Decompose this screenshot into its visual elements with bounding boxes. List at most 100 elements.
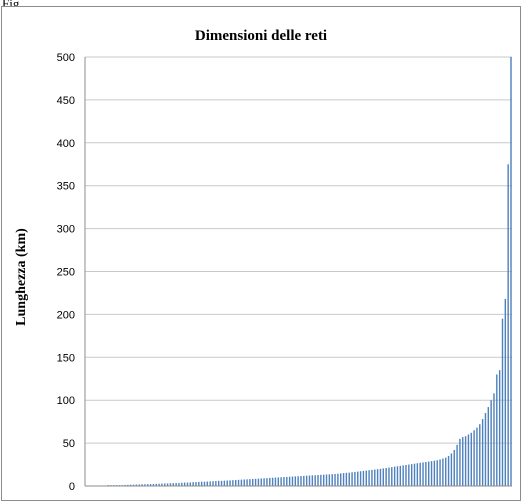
bar-66 bbox=[294, 476, 297, 486]
bar-129 bbox=[473, 430, 475, 486]
bar-111 bbox=[422, 462, 424, 486]
bar-45 bbox=[235, 479, 237, 486]
bar-65 bbox=[291, 476, 294, 486]
bar-119 bbox=[445, 457, 447, 486]
bar-83 bbox=[342, 473, 345, 486]
bar-73 bbox=[314, 475, 316, 486]
bar-34 bbox=[203, 481, 206, 486]
bar-136 bbox=[493, 393, 495, 486]
bar-31 bbox=[195, 482, 197, 486]
bar-103 bbox=[399, 465, 402, 486]
bar-108 bbox=[413, 463, 416, 486]
bar-128 bbox=[470, 432, 472, 486]
bar-26 bbox=[181, 482, 183, 486]
bar-97 bbox=[382, 468, 384, 486]
bar-18 bbox=[158, 483, 160, 486]
bar-124 bbox=[459, 438, 461, 486]
bar-28 bbox=[186, 482, 189, 486]
bar-17 bbox=[155, 483, 157, 486]
bar-20 bbox=[164, 483, 166, 486]
bar-78 bbox=[328, 474, 331, 486]
bar-15 bbox=[149, 484, 152, 486]
bar-84 bbox=[345, 472, 348, 486]
bar-89 bbox=[359, 471, 362, 486]
y-tick-label: 150 bbox=[57, 352, 75, 364]
bar-46 bbox=[237, 479, 240, 486]
bar-96 bbox=[379, 468, 382, 486]
bar-141 bbox=[507, 164, 509, 486]
bar-134 bbox=[487, 407, 490, 486]
bar-137 bbox=[496, 374, 498, 486]
top-caption-fragment: Fig... bbox=[2, 0, 30, 8]
bar-99 bbox=[388, 467, 390, 486]
bar-72 bbox=[311, 475, 314, 486]
bar-42 bbox=[226, 480, 228, 486]
bar-104 bbox=[402, 465, 404, 486]
bar-38 bbox=[215, 481, 217, 486]
bar-142 bbox=[510, 57, 512, 486]
bar-120 bbox=[447, 455, 450, 486]
bar-109 bbox=[416, 463, 419, 486]
bar-52 bbox=[254, 478, 257, 486]
bar-79 bbox=[331, 474, 333, 486]
bar-85 bbox=[348, 472, 350, 486]
bar-140 bbox=[504, 298, 507, 486]
bar-90 bbox=[362, 470, 365, 486]
bar-71 bbox=[308, 475, 311, 486]
bar-27 bbox=[183, 482, 186, 486]
bar-77 bbox=[325, 474, 328, 486]
bar-43 bbox=[229, 480, 231, 486]
bar-75 bbox=[320, 474, 322, 486]
bar-131 bbox=[479, 424, 481, 486]
bar-81 bbox=[337, 473, 339, 486]
bar-41 bbox=[223, 480, 226, 486]
bar-13 bbox=[144, 484, 146, 486]
bar-117 bbox=[439, 459, 441, 486]
bar-67 bbox=[297, 476, 299, 486]
bar-118 bbox=[442, 458, 444, 486]
bar-139 bbox=[501, 318, 504, 486]
bar-50 bbox=[249, 479, 251, 486]
bar-59 bbox=[274, 477, 277, 486]
bar-113 bbox=[427, 461, 430, 486]
bar-33 bbox=[200, 481, 203, 486]
chart-frame: Dimensioni delle reti Lunghezza (km) bbox=[1, 6, 521, 501]
bar-98 bbox=[385, 467, 387, 486]
bar-10 bbox=[135, 484, 138, 486]
y-tick-label: 100 bbox=[57, 395, 75, 407]
bar-110 bbox=[419, 462, 421, 486]
bar-36 bbox=[209, 481, 211, 486]
bar-19 bbox=[161, 483, 163, 486]
bar-12 bbox=[141, 484, 143, 486]
bar-69 bbox=[303, 475, 305, 486]
bar-101 bbox=[393, 466, 396, 486]
bar-23 bbox=[172, 483, 174, 486]
bar-127 bbox=[467, 434, 470, 486]
bar-138 bbox=[498, 370, 501, 486]
bar-25 bbox=[178, 482, 180, 486]
bar-133 bbox=[484, 413, 487, 486]
bar-126 bbox=[464, 436, 467, 486]
bar-106 bbox=[408, 464, 410, 486]
bar-70 bbox=[305, 475, 308, 486]
bar-74 bbox=[317, 475, 319, 486]
bar-125 bbox=[462, 437, 464, 486]
bar-102 bbox=[396, 466, 399, 486]
bar-47 bbox=[240, 479, 243, 486]
y-tick-label: 250 bbox=[57, 267, 75, 279]
bar-80 bbox=[334, 473, 336, 486]
bar-39 bbox=[217, 480, 220, 486]
bar-37 bbox=[212, 481, 214, 486]
y-tick-label: 200 bbox=[57, 309, 75, 321]
bar-114 bbox=[430, 461, 433, 486]
bar-11 bbox=[138, 484, 140, 486]
bar-64 bbox=[288, 476, 291, 486]
bar-68 bbox=[300, 476, 302, 486]
bar-9 bbox=[132, 484, 135, 486]
gridlines bbox=[85, 56, 512, 487]
bar-123 bbox=[456, 444, 458, 486]
bar-57 bbox=[269, 477, 271, 486]
bar-132 bbox=[481, 419, 484, 486]
bar-92 bbox=[368, 470, 370, 486]
bar-24 bbox=[175, 483, 177, 486]
